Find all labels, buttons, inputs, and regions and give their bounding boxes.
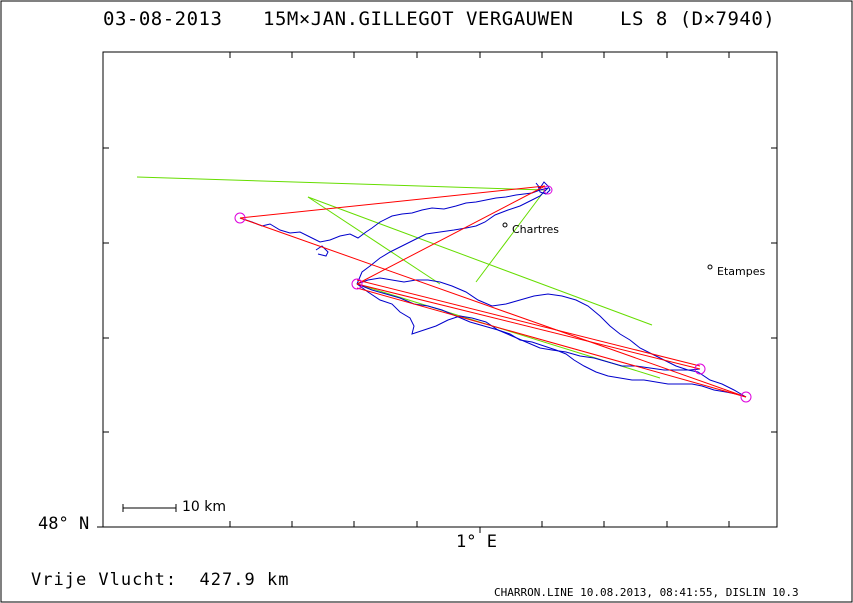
city-label-chartres: Chartres [512,223,560,236]
x-axis-label: 1° E [456,532,497,552]
gps-track [239,181,747,398]
glider-type: LS 8 (D×7940) [620,8,776,30]
pilot-name: 15M×JAN.GILLEGOT VERGAUWEN [263,8,574,30]
distance-value: 427.9 km [199,570,290,590]
distance-label: Vrije Vlucht: [31,570,178,590]
turnpoint-marker [694,363,706,375]
turnpoint-marker [543,185,553,195]
optimized-route [136,176,661,379]
flight-date: 03-08-2013 [103,8,223,30]
city-dot-chartres [502,222,508,228]
scale-bar-label: 10 km [182,499,227,515]
plot-frame [102,51,778,528]
axis-ticks [97,52,777,533]
scale-bar [122,504,177,512]
task-route [239,185,747,398]
turnpoint-marker [351,278,363,290]
turnpoint-marker [740,391,752,403]
footer-info: CHARRON.LINE 10.08.2013, 08:41:55, DISLI… [494,586,799,599]
city-markers [502,222,713,270]
city-dot-etampes [707,264,713,270]
turnpoints [234,185,752,403]
y-axis-label: 48° N [38,514,90,534]
city-label-etampes: Etampes [717,265,766,278]
distance-summary: Vrije Vlucht: 427.9 km [31,570,289,590]
turnpoint-marker [234,212,246,224]
